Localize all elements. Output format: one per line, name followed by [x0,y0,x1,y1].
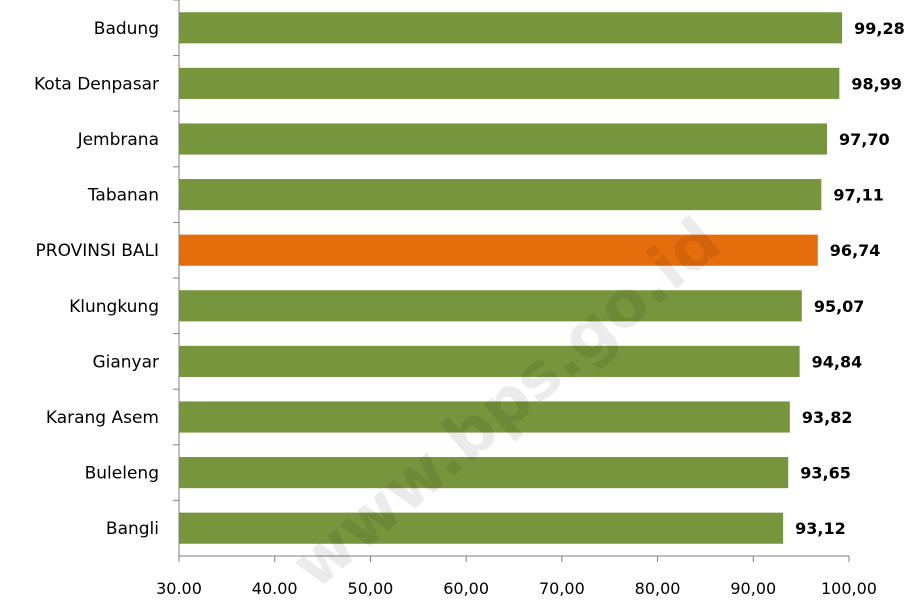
bars-group [179,12,843,544]
x-tick-label: 50,00 [348,579,394,598]
category-label: Klungkung [69,297,159,317]
x-tick-labels: 30.00 40.00 50,00 60,00 70,00 80,00 90,00 100,0… [156,579,877,598]
category-label: Jembrana [77,130,159,150]
x-tick-label: 60,00 [443,579,489,598]
bar-badung [179,12,843,44]
value-label: 99,28 [854,19,905,38]
x-tick-label: 90,00 [730,579,776,598]
value-label: 95,07 [814,297,865,316]
value-label: 93,12 [795,519,846,538]
category-labels: Badung Kota Denpasar Jembrana Tabanan PROVIN… [34,19,159,539]
category-label: Badung [94,19,159,39]
value-label: 93,82 [802,408,853,427]
category-label: Gianyar [92,352,159,372]
bar-bangli [179,512,784,544]
category-label: Tabanan [87,186,159,206]
category-label: PROVINSI BALI [36,241,160,261]
category-label: Kota Denpasar [34,74,159,94]
category-label: Karang Asem [46,408,159,428]
x-tick-label: 80,00 [635,579,681,598]
bar-gianyar [179,345,800,377]
value-label: 93,65 [800,464,851,483]
bar-karang-asem [179,401,790,433]
category-label: Bangli [106,519,159,539]
value-labels: 99,28 98,99 97,70 97,11 96,74 95,07 94,84 93,82… [795,19,905,538]
value-label: 98,99 [851,74,902,93]
category-label: Buleleng [85,464,159,484]
value-label: 94,84 [812,352,863,371]
value-label: 96,74 [830,241,881,260]
bar-buleleng [179,457,789,489]
bar-provinsi-bali [179,234,818,266]
axes [173,0,850,562]
x-tick-label: 30.00 [156,579,202,598]
x-tick-label: 40.00 [252,579,298,598]
value-label: 97,11 [833,186,884,205]
bar-tabanan [179,179,822,211]
bar-klungkung [179,290,802,322]
bar-kota-denpasar [179,67,840,99]
x-tick-label: 70,00 [539,579,585,598]
value-label: 97,70 [839,130,890,149]
x-tick-label: 100,00 [821,579,877,598]
bar-jembrana [179,123,827,155]
